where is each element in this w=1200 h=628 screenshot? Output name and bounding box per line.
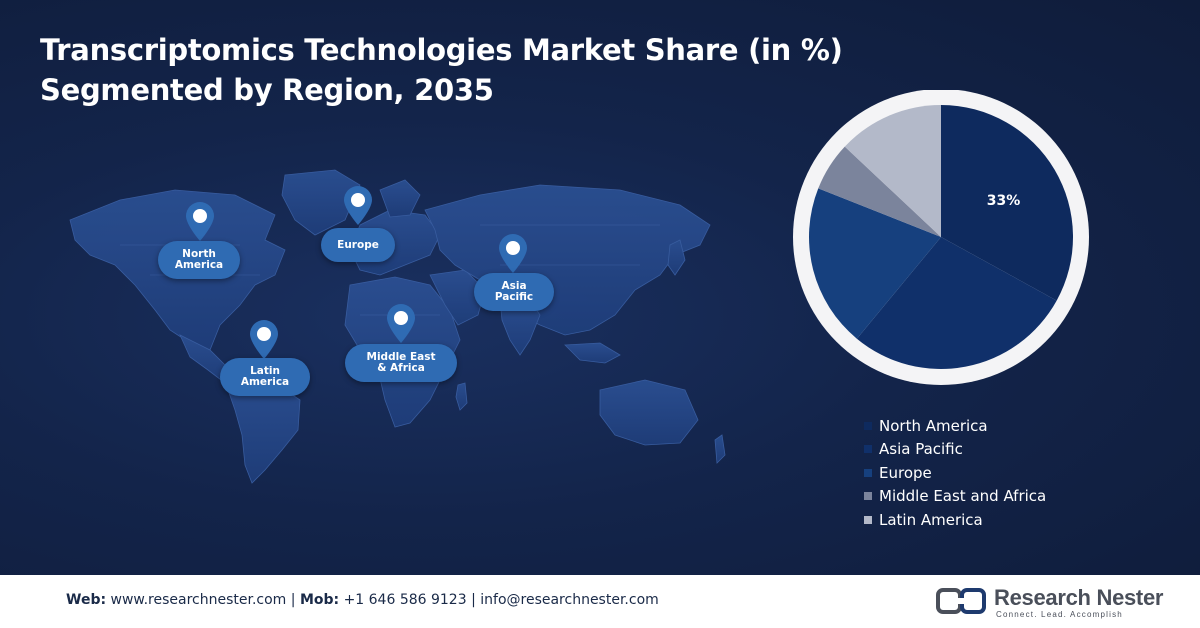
legend-item: Europe [864,461,1046,485]
phone-number[interactable]: +1 646 586 9123 [343,592,467,608]
japan-shape [667,239,686,276]
chart-legend: North America Asia Pacific Europe Middle Ea… [864,414,1046,532]
pie-data-label: 33% [987,193,1021,209]
southeast-asia-shape [564,342,621,364]
legend-label: Latin America [879,510,983,529]
research-nester-logo-icon [936,588,986,614]
south-america-shape [227,376,301,484]
region-label-latin-america: Latin America [220,358,310,396]
legend-item: Latin America [864,508,1046,532]
legend-swatch [864,515,872,524]
separator: | [471,592,476,608]
australia-shape [599,379,699,446]
legend-label: Asia Pacific [879,440,963,459]
legend-label: North America [879,416,988,435]
legend-label: Middle East and Africa [879,487,1047,506]
chart-title: Transcriptomics Technologies Market Shar… [40,30,843,110]
location-pin-icon [496,232,530,274]
legend-label: Europe [879,463,932,482]
title-line-2: Segmented by Region, 2035 [40,73,494,107]
pie-chart: 33% [793,90,1089,385]
pie-slice-europe [809,188,941,339]
region-label-asia-pacific: Asia Pacific [474,273,554,311]
legend-swatch [864,492,872,501]
web-label: Web: [66,592,107,608]
location-pin-icon [183,200,217,242]
location-pin-icon [247,318,281,360]
greenland-shape [281,169,361,236]
new-zealand-shape [714,434,726,464]
mobile-label: Mob: [299,592,340,608]
legend-swatch [864,445,872,454]
pie-slice-asia-pacific [856,237,1057,369]
location-pin-icon [384,302,418,344]
legend-item: Middle East and Africa [864,485,1046,509]
region-label-middle-east-africa: Middle East & Africa [345,344,457,382]
research-nester-logo: Research Nester Connect. Lead. Accomplis… [936,585,1163,621]
region-label-north-america: North America [158,241,240,279]
separator: | [290,592,296,608]
footer-bar: Web: www.researchnester.com | Mob: +1 64… [0,575,1200,628]
pie-slice-north-america [941,105,1073,301]
madagascar-shape [455,382,468,411]
legend-item: Asia Pacific [864,438,1046,462]
main-panel: Transcriptomics Technologies Market Shar… [0,0,1200,575]
legend-swatch [864,421,872,430]
asia-shape [424,184,711,336]
website-link[interactable]: www.researchnester.com [110,592,287,608]
logo-tagline: Connect. Lead. Accomplish [996,610,1123,619]
region-label-europe: Europe [321,228,395,262]
scandinavia-shape [379,179,421,218]
pie-slice-latin-america [844,105,941,237]
legend-item: North America [864,414,1046,438]
logo-name: Research Nester [994,585,1164,610]
pie-slice-middle-east-and-africa [818,146,941,237]
footer-contact: Web: www.researchnester.com | Mob: +1 64… [66,592,659,608]
legend-swatch [864,468,872,477]
email-link[interactable]: info@researchnester.com [480,592,659,608]
title-line-1: Transcriptomics Technologies Market Shar… [40,33,843,67]
location-pin-icon [341,184,375,226]
